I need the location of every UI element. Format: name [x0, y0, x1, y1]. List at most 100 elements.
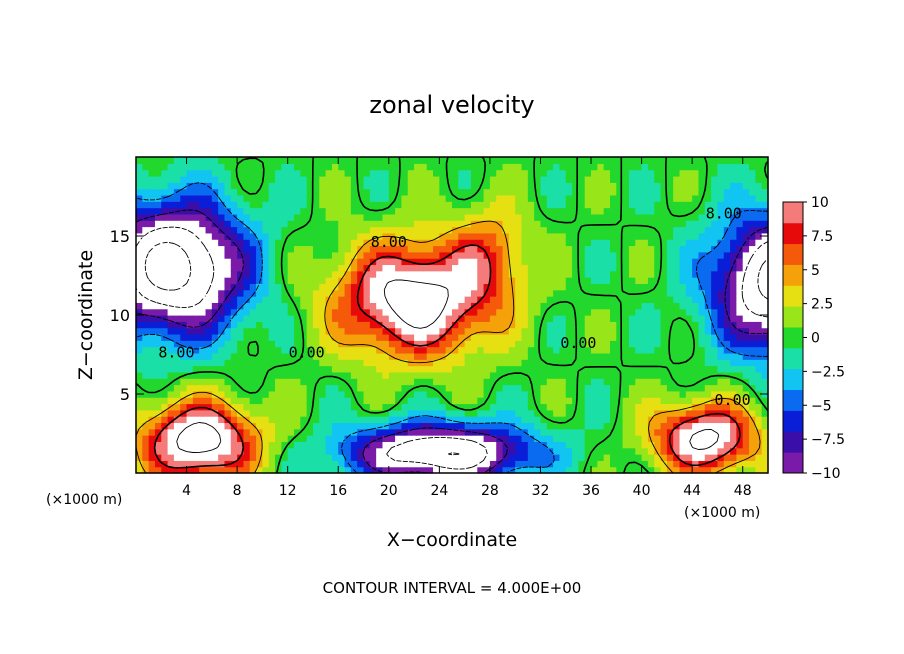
- heatmap-cell: [755, 435, 763, 442]
- heatmap-cell: [249, 327, 257, 335]
- heatmap-cell: [262, 403, 270, 411]
- heatmap-cell: [407, 428, 415, 436]
- heatmap-cell: [603, 340, 611, 348]
- heatmap-cell: [281, 251, 289, 259]
- heatmap-cell: [660, 226, 668, 234]
- heatmap-cell: [161, 321, 169, 329]
- heatmap-cell: [553, 454, 561, 461]
- heatmap-cell: [281, 270, 289, 278]
- heatmap-cell: [578, 270, 586, 278]
- heatmap-cell: [692, 289, 700, 297]
- heatmap-cell: [692, 188, 700, 196]
- chart-title: zonal velocity: [369, 91, 534, 119]
- heatmap-cell: [281, 333, 289, 341]
- heatmap-cell: [666, 169, 674, 177]
- heatmap-cell: [603, 371, 611, 379]
- heatmap-cell: [161, 409, 169, 417]
- heatmap-cell: [711, 315, 719, 322]
- heatmap-cell: [692, 390, 700, 398]
- heatmap-cell: [426, 378, 434, 386]
- heatmap-cell: [363, 296, 371, 303]
- heatmap-cell: [660, 201, 668, 209]
- heatmap-cell: [344, 409, 352, 417]
- heatmap-cell: [527, 213, 535, 221]
- heatmap-cell: [268, 371, 276, 379]
- heatmap-cell: [268, 321, 276, 329]
- heatmap-cell: [344, 352, 352, 360]
- heatmap-cell: [186, 466, 194, 474]
- heatmap-cell: [401, 232, 409, 240]
- heatmap-cell: [483, 277, 491, 284]
- heatmap-cell: [249, 428, 257, 436]
- heatmap-cell: [281, 346, 289, 354]
- heatmap-cell: [294, 466, 301, 474]
- heatmap-cell: [521, 232, 529, 240]
- heatmap-cell: [136, 207, 143, 215]
- heatmap-cell: [458, 403, 466, 411]
- heatmap-cell: [591, 371, 598, 379]
- heatmap-cell: [401, 270, 409, 278]
- heatmap-cell: [287, 460, 295, 468]
- heatmap-cell: [268, 207, 276, 215]
- heatmap-cell: [395, 283, 403, 291]
- heatmap-cell: [628, 213, 636, 221]
- heatmap-cell: [294, 213, 301, 221]
- heatmap-cell: [736, 460, 744, 468]
- heatmap-cell: [312, 384, 320, 392]
- heatmap-cell: [477, 175, 485, 183]
- heatmap-cell: [376, 258, 384, 266]
- heatmap-cell: [199, 390, 207, 398]
- heatmap-cell: [723, 359, 731, 367]
- heatmap-cell: [325, 454, 333, 461]
- heatmap-cell: [546, 201, 554, 209]
- heatmap-cell: [249, 371, 257, 379]
- heatmap-cell: [173, 232, 181, 240]
- heatmap-cell: [527, 327, 535, 335]
- heatmap-cell: [717, 340, 725, 348]
- heatmap-cell: [439, 397, 447, 405]
- heatmap-cell: [749, 232, 756, 240]
- heatmap-cell: [407, 283, 415, 291]
- heatmap-cell: [464, 409, 472, 417]
- heatmap-cell: [173, 194, 181, 202]
- heatmap-cell: [692, 277, 700, 284]
- heatmap-cell: [211, 416, 219, 424]
- heatmap-cell: [477, 327, 485, 335]
- heatmap-cell: [357, 447, 365, 455]
- heatmap-cell: [211, 371, 219, 379]
- heatmap-cell: [230, 232, 238, 240]
- heatmap-cell: [237, 460, 245, 468]
- heatmap-cell: [559, 188, 567, 196]
- heatmap-cell: [388, 441, 396, 449]
- heatmap-cell: [401, 194, 409, 202]
- heatmap-cell: [698, 315, 706, 322]
- heatmap-cell: [287, 239, 295, 247]
- heatmap-cell: [666, 422, 674, 430]
- heatmap-cell: [527, 447, 535, 455]
- heatmap-cell: [616, 194, 624, 202]
- heatmap-cell: [749, 207, 756, 215]
- heatmap-cell: [477, 232, 485, 240]
- heatmap-cell: [610, 315, 617, 322]
- heatmap-cell: [660, 409, 668, 417]
- heatmap-cell: [515, 264, 523, 272]
- heatmap-cell: [597, 315, 605, 322]
- heatmap-cell: [496, 321, 504, 329]
- heatmap-cell: [534, 188, 542, 196]
- heatmap-cell: [148, 296, 156, 303]
- heatmap-cell: [641, 359, 649, 367]
- heatmap-cell: [647, 371, 655, 379]
- heatmap-cell: [572, 232, 579, 240]
- heatmap-cell: [161, 175, 169, 183]
- heatmap-cell: [660, 264, 668, 272]
- heatmap-cell: [477, 302, 485, 310]
- heatmap-cell: [344, 390, 352, 398]
- heatmap-cell: [704, 169, 712, 177]
- heatmap-cell: [275, 175, 282, 183]
- heatmap-cell: [281, 182, 289, 190]
- heatmap-cell: [142, 157, 150, 164]
- heatmap-cell: [224, 359, 232, 367]
- heatmap-cell: [489, 289, 497, 297]
- heatmap-cell: [635, 378, 643, 386]
- heatmap-cell: [508, 409, 516, 417]
